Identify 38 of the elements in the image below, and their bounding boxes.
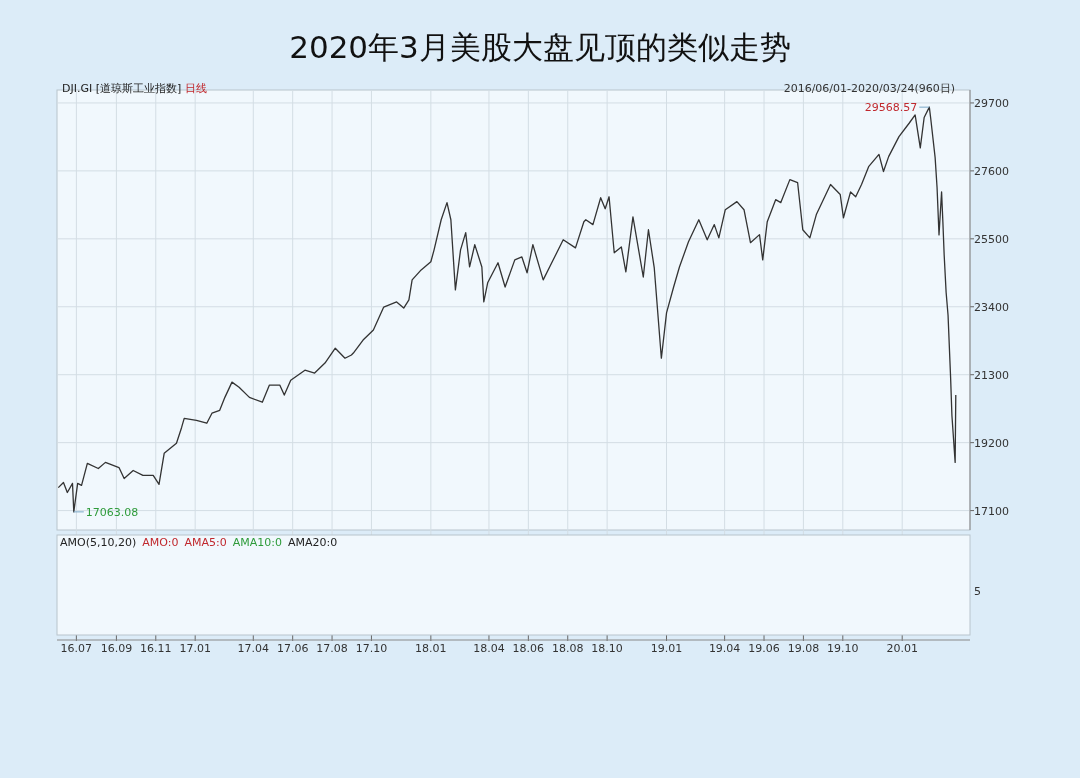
x-tick-label: 19.04 (708, 642, 741, 655)
annotation: 17063.08 (85, 505, 139, 519)
x-tick-label: 19.08 (787, 642, 820, 655)
x-tick-label: 18.04 (473, 642, 505, 655)
x-tick-label: 17.01 (179, 642, 211, 655)
text: 5 (974, 585, 981, 598)
y2-tick-label: 19200 (974, 436, 1009, 450)
annotation: DJI.GI [道琼斯工业指数] (62, 82, 182, 95)
x-tick-label: 18.06 (512, 642, 545, 655)
x-tick-label: 16.07 (60, 642, 93, 655)
x-tick-label: 19.10 (827, 642, 859, 655)
x-tick-label: 20.01 (886, 642, 918, 655)
y2-tick-label: 17100 (974, 504, 1009, 518)
text: AMO(5,10,20) (60, 536, 137, 549)
x-tick-label: 18.10 (591, 642, 623, 655)
annotation: 29568.57 (864, 101, 918, 115)
text: AMA20:0 (287, 536, 338, 549)
x-tick-label: 17.04 (237, 642, 270, 655)
x-tick-label: 16.11 (140, 642, 172, 655)
x-tick-label: 19.06 (748, 642, 780, 655)
y2-tick-label: 29700 (974, 96, 1009, 110)
x-tick-label: 18.01 (415, 642, 447, 655)
x-tick-label: 16.09 (100, 642, 133, 655)
y2-tick-label: 25500 (974, 232, 1009, 246)
chart-title: 2020年3月美股大盘见顶的类似走势 (289, 29, 791, 65)
x-tick-label: 17.10 (355, 642, 388, 655)
annotation: 日线 (185, 82, 208, 95)
text: AMA10:0 (232, 536, 282, 549)
y2-tick-label: 23400 (974, 300, 1009, 314)
text: AMA5:0 (184, 536, 227, 549)
y2-tick-label: 27600 (974, 164, 1009, 178)
x-tick-label: 17.06 (276, 642, 309, 655)
text: AMO:0 (142, 536, 179, 549)
x-tick-label: 17.08 (316, 642, 348, 655)
x-tick-label: 19.01 (650, 642, 683, 655)
x-tick-label: 18.08 (551, 642, 584, 655)
annotation: 2016/06/01-2020/03/24(960日) (783, 82, 955, 95)
y2-tick-label: 21300 (974, 368, 1009, 382)
